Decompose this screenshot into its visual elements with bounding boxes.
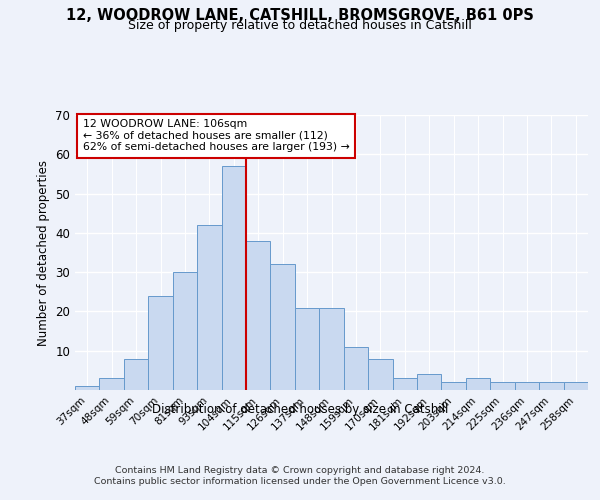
Bar	[295, 308, 319, 390]
Text: Size of property relative to detached houses in Catshill: Size of property relative to detached ho…	[128, 19, 472, 32]
Bar	[417, 374, 442, 390]
Text: 12 WOODROW LANE: 106sqm
← 36% of detached houses are smaller (112)
62% of semi-d: 12 WOODROW LANE: 106sqm ← 36% of detache…	[83, 119, 349, 152]
Bar	[539, 382, 563, 390]
Bar	[319, 308, 344, 390]
Bar	[563, 382, 588, 390]
Bar	[246, 240, 271, 390]
Text: 12, WOODROW LANE, CATSHILL, BROMSGROVE, B61 0PS: 12, WOODROW LANE, CATSHILL, BROMSGROVE, …	[66, 8, 534, 22]
Bar	[515, 382, 539, 390]
Bar	[124, 358, 148, 390]
Bar	[368, 358, 392, 390]
Bar	[392, 378, 417, 390]
Bar	[221, 166, 246, 390]
Text: Contains public sector information licensed under the Open Government Licence v3: Contains public sector information licen…	[94, 478, 506, 486]
Text: Contains HM Land Registry data © Crown copyright and database right 2024.: Contains HM Land Registry data © Crown c…	[115, 466, 485, 475]
Bar	[490, 382, 515, 390]
Bar	[148, 296, 173, 390]
Bar	[75, 386, 100, 390]
Bar	[466, 378, 490, 390]
Text: Distribution of detached houses by size in Catshill: Distribution of detached houses by size …	[152, 402, 448, 415]
Y-axis label: Number of detached properties: Number of detached properties	[37, 160, 50, 346]
Bar	[344, 347, 368, 390]
Bar	[173, 272, 197, 390]
Bar	[197, 225, 221, 390]
Bar	[442, 382, 466, 390]
Bar	[271, 264, 295, 390]
Bar	[100, 378, 124, 390]
